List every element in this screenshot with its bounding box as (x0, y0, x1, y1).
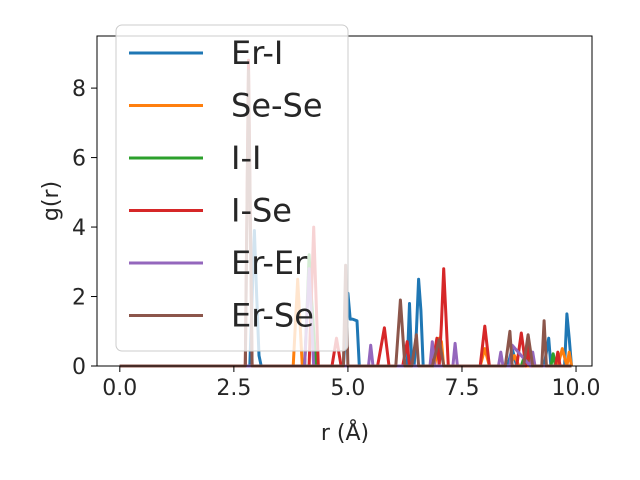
x-tick-label: 2.5 (216, 376, 251, 401)
x-tick-label: 0.0 (102, 376, 137, 401)
x-axis-label: r (Å) (321, 419, 369, 446)
y-axis-label: g(r) (39, 181, 64, 221)
x-tick-label: 7.5 (444, 376, 479, 401)
x-tick-label: 5.0 (330, 376, 365, 401)
legend-label-i-i: I-I (231, 139, 261, 177)
legend-label-er-se: Er-Se (231, 297, 314, 335)
y-tick-label: 8 (72, 77, 86, 102)
x-tick-label: 10.0 (552, 376, 601, 401)
y-tick-label: 6 (72, 147, 86, 172)
y-tick-label: 4 (72, 216, 86, 241)
legend: Er-I Se-Se I-I I-Se Er-Er Er-Se (115, 24, 349, 352)
y-tick-label: 2 (72, 286, 86, 311)
legend-label-er-i: Er-I (231, 34, 283, 72)
legend-label-i-se: I-Se (231, 192, 292, 230)
axes: 0.0 2.5 5.0 7.5 10.0 0 2 4 6 8 (72, 35, 601, 401)
legend-label-er-er: Er-Er (231, 244, 308, 282)
y-tick-label: 0 (72, 355, 86, 380)
legend-label-se-se: Se-Se (231, 87, 323, 125)
